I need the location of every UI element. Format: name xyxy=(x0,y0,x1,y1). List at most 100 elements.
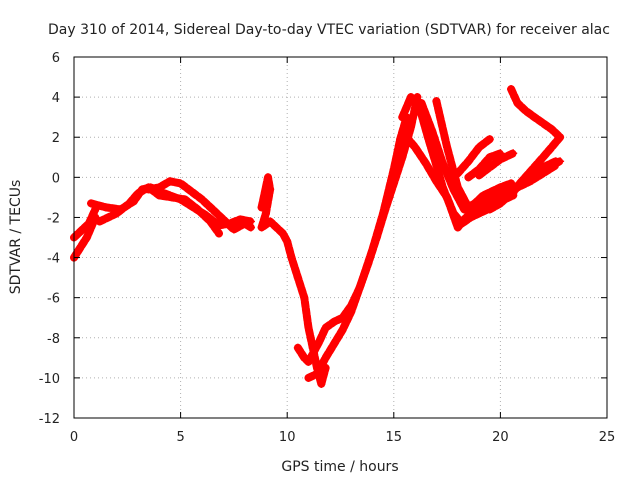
data-point xyxy=(485,205,494,214)
data-point xyxy=(257,203,266,212)
x-tick-label: 15 xyxy=(386,430,403,445)
data-point xyxy=(317,379,326,388)
grid xyxy=(74,57,607,418)
data-point xyxy=(315,337,324,346)
series-track-8 xyxy=(304,113,411,382)
data-point xyxy=(283,237,292,246)
data-point xyxy=(300,293,309,302)
data-point xyxy=(300,353,309,362)
data-point xyxy=(112,209,121,218)
data-point xyxy=(214,229,223,238)
data-point xyxy=(485,163,494,172)
series-track-14 xyxy=(464,149,505,182)
data-point xyxy=(556,133,565,142)
data-point xyxy=(321,323,330,332)
data-point xyxy=(549,159,558,168)
data-point xyxy=(453,183,462,192)
data-point xyxy=(308,349,317,358)
y-tick-label: -10 xyxy=(39,372,60,387)
y-tick-label: -4 xyxy=(47,252,60,267)
data-point xyxy=(321,353,330,362)
data-point xyxy=(438,159,447,168)
series-track-13 xyxy=(453,135,494,178)
data-point xyxy=(287,253,296,262)
axes: 0 5 10 15 20 25 -12 -10 -8 -6 -4 -2 0 2 4 6 xyxy=(39,51,616,445)
plot-area xyxy=(70,85,565,388)
data-point xyxy=(530,113,539,122)
data-point xyxy=(485,153,494,162)
series-track-17 xyxy=(507,85,565,198)
data-point xyxy=(453,169,462,178)
data-point xyxy=(101,203,110,212)
data-point xyxy=(82,233,91,242)
data-point xyxy=(84,219,93,228)
chart-title: Day 310 of 2014, Sidereal Day-to-day VTE… xyxy=(48,22,610,38)
data-point xyxy=(496,155,505,164)
y-tick-label: -8 xyxy=(47,332,60,347)
x-axis-label: GPS time / hours xyxy=(281,459,398,475)
data-point xyxy=(539,119,548,128)
data-point xyxy=(496,183,505,192)
data-point xyxy=(432,161,441,170)
data-point xyxy=(432,177,441,186)
data-point xyxy=(428,127,437,136)
y-tick-label: 6 xyxy=(52,51,60,66)
data-point xyxy=(293,273,302,282)
data-point xyxy=(396,135,405,144)
data-point xyxy=(155,191,164,200)
data-point xyxy=(168,193,177,202)
data-point xyxy=(449,209,458,218)
data-point xyxy=(507,85,516,94)
data-point xyxy=(87,199,96,208)
data-point xyxy=(330,317,339,326)
data-point xyxy=(432,97,441,106)
y-tick-label: -6 xyxy=(47,292,60,307)
y-tick-label: 4 xyxy=(52,91,60,106)
data-point xyxy=(466,213,475,222)
data-point xyxy=(74,229,83,238)
data-point xyxy=(261,209,270,218)
data-point xyxy=(229,225,238,234)
data-point xyxy=(338,325,347,334)
data-point xyxy=(509,185,518,194)
y-tick-label: -12 xyxy=(39,412,60,427)
data-point xyxy=(475,171,484,180)
x-tick-label: 20 xyxy=(492,430,509,445)
data-point xyxy=(464,173,473,182)
data-point xyxy=(125,199,134,208)
data-point xyxy=(417,99,426,108)
data-point xyxy=(487,193,496,202)
data-point xyxy=(421,159,430,168)
data-point xyxy=(264,173,273,182)
data-point xyxy=(496,199,505,208)
data-point xyxy=(246,223,255,232)
plot-frame xyxy=(73,56,608,419)
data-point xyxy=(485,135,494,144)
data-point xyxy=(155,183,164,192)
data-point xyxy=(402,133,411,142)
data-point xyxy=(304,373,313,382)
data-point xyxy=(278,229,287,238)
data-point xyxy=(443,193,452,202)
data-point xyxy=(406,93,415,102)
data-point xyxy=(304,357,313,366)
data-point xyxy=(76,243,85,252)
data-point xyxy=(411,143,420,152)
data-point xyxy=(475,209,484,218)
data-point xyxy=(475,143,484,152)
data-point xyxy=(266,217,275,226)
y-tick-label: 2 xyxy=(52,131,60,146)
series-track-15 xyxy=(475,149,518,180)
data-point xyxy=(398,113,407,122)
data-point xyxy=(206,217,215,226)
data-point xyxy=(517,179,526,188)
data-point xyxy=(556,157,565,166)
x-tick-label: 10 xyxy=(279,430,296,445)
data-point xyxy=(521,107,530,116)
data-point xyxy=(406,123,415,132)
data-point xyxy=(464,203,473,212)
data-point xyxy=(257,223,266,232)
y-tick-label: -2 xyxy=(47,211,60,226)
data-point xyxy=(347,307,356,316)
